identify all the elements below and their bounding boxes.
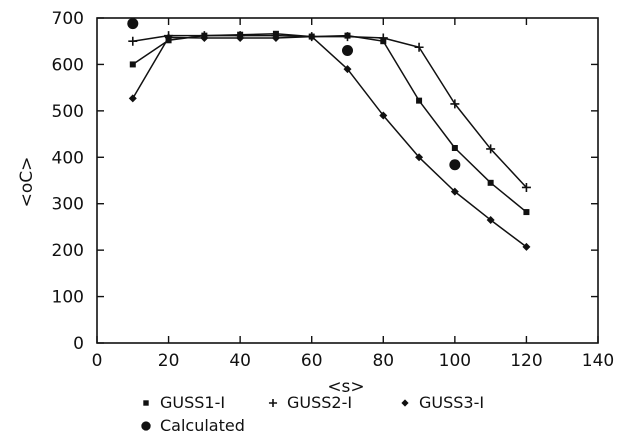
data-point-guss1-i (129, 61, 136, 68)
data-point-guss2-i (414, 42, 424, 52)
data-point-guss3-i (343, 65, 352, 74)
legend-marker (143, 400, 149, 406)
data-point-guss2-i (128, 36, 138, 46)
y-tick-label: 500 (52, 102, 84, 122)
data-point-guss2-i (450, 99, 460, 109)
legend-item-guss1-i: GUSS1-I (143, 393, 225, 412)
data-point-guss3-i (415, 153, 424, 162)
series-group (127, 18, 531, 251)
data-point-guss3-i (164, 33, 173, 42)
y-tick-label: 300 (52, 195, 84, 215)
legend-item-guss2-i: GUSS2-I (268, 393, 352, 412)
legend-label: GUSS2-I (287, 393, 352, 412)
data-point-guss1-i (451, 145, 458, 151)
x-tick-label: 120 (510, 351, 542, 371)
legend-item-guss3-i: GUSS3-I (401, 393, 484, 412)
data-point-guss3-i (450, 187, 459, 196)
x-tick-label: 140 (582, 351, 614, 371)
x-tick-label: 40 (229, 351, 251, 371)
data-point-guss3-i (271, 33, 280, 42)
legend-marker (268, 398, 278, 408)
plot-area (96, 17, 599, 344)
plot-frame (96, 17, 599, 344)
x-axis-title: <s> (327, 377, 364, 397)
data-point-guss3-i (379, 111, 388, 120)
data-point-guss2-i (486, 144, 496, 154)
data-point-guss1-i (416, 97, 423, 104)
x-tick-label: 60 (301, 351, 323, 371)
y-axis-title: <oC> (17, 157, 37, 208)
data-point-guss3-i (200, 33, 209, 42)
data-point-guss3-i (486, 215, 495, 224)
series-line-guss3-i (132, 35, 527, 248)
data-point-guss1-i (487, 179, 494, 186)
data-point-guss3-i (522, 242, 531, 251)
legend-label: GUSS3-I (419, 393, 484, 412)
data-point-guss2-i (521, 182, 531, 192)
data-point-calculated (449, 159, 461, 171)
data-point-guss2-i (378, 33, 388, 43)
series-calculated (127, 18, 461, 171)
legend: GUSS1-I GUSS2-I GUSS3-I Calculated (141, 393, 484, 435)
y-tick-label: 0 (73, 334, 84, 354)
series-guss2-i (128, 31, 531, 192)
y-tick-label: 100 (52, 288, 84, 308)
y-tick-label: 700 (52, 9, 84, 29)
data-point-guss2-i (343, 32, 352, 42)
legend-label: Calculated (160, 416, 245, 435)
series-guss3-i (128, 32, 531, 251)
data-point-guss3-i (128, 94, 137, 103)
x-tick-label: 100 (439, 351, 471, 371)
x-tick-label: 80 (372, 351, 394, 371)
series-line-guss1-i (132, 33, 527, 213)
y-tick-label: 600 (52, 55, 84, 75)
legend-marker (141, 421, 151, 431)
series-line-guss2-i (132, 34, 527, 188)
legend-marker (401, 399, 409, 407)
x-tick-label: 0 (92, 351, 103, 371)
x-tick-label: 20 (158, 351, 180, 371)
data-point-calculated (342, 45, 353, 56)
y-tick-label: 200 (52, 241, 84, 261)
data-point-calculated (127, 18, 139, 30)
data-point-guss3-i (236, 33, 245, 42)
legend-label: GUSS1-I (160, 393, 225, 412)
data-point-guss3-i (307, 32, 316, 41)
axes: 0 20 40 60 80 100 120 140 0 100 200 300 400 500 600 700 (52, 9, 615, 371)
data-point-guss1-i (523, 209, 530, 216)
y-tick-label: 400 (52, 148, 84, 168)
legend-item-calculated: Calculated (141, 416, 245, 435)
